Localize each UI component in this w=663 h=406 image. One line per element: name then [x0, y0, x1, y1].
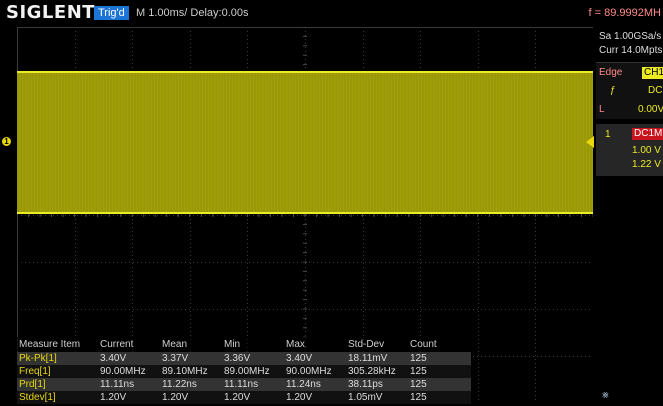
channel1-waveform: [17, 71, 593, 214]
measure-current: 90.00MHz: [100, 366, 146, 377]
measure-name: Pk-Pk[1]: [19, 353, 57, 364]
table-row: Prd[1] 11.11ns 11.22ns 11.11ns 11.24ns 3…: [17, 378, 471, 391]
measure-std-dev: 18.11mV: [348, 353, 388, 364]
measure-min: 1.20V: [224, 392, 251, 403]
measurement-table-header: Measure Item Current Mean Min Max Std-De…: [17, 337, 471, 352]
col-header-max: Max: [286, 339, 305, 350]
measure-current: 11.11ns: [100, 379, 135, 390]
measure-mean: 1.20V: [162, 392, 189, 403]
measure-mean: 11.22ns: [162, 379, 197, 390]
measure-current: 1.20V: [100, 392, 127, 403]
channel-number-label: 1: [605, 129, 611, 140]
col-header-min: Min: [224, 339, 241, 350]
trigger-status-badge[interactable]: Trig'd: [94, 6, 129, 20]
channel-coupling-badge: DC1M: [632, 128, 663, 140]
channel-scale-readout: 1.00 V: [632, 145, 661, 156]
table-row: Pk-Pk[1] 3.40V 3.37V 3.36V 3.40V 18.11mV…: [17, 352, 471, 365]
measure-count: 125: [410, 353, 427, 364]
channel-offset-readout: 1.22 V: [632, 159, 661, 170]
brand-logo: SIGLENT: [6, 2, 96, 23]
network-icon: ⨳: [602, 389, 609, 401]
measure-name: Stdev[1]: [19, 392, 56, 403]
frequency-counter-readout: f = 89.9992MH: [588, 7, 661, 19]
trigger-mode-label: L: [599, 104, 605, 115]
channel1-offset-marker-icon[interactable]: 1: [2, 137, 11, 146]
memory-depth-readout: Curr 14.0Mpts: [599, 45, 663, 56]
side-info-panel: Sa 1.00GSa/s Curr 14.0Mpts Edge CH1 ƒ DC…: [596, 26, 663, 406]
table-row: Stdev[1] 1.20V 1.20V 1.20V 1.20V 1.05mV …: [17, 391, 471, 404]
top-status-bar: SIGLENT Trig'd M 1.00ms/ Delay:0.00s f =…: [0, 0, 663, 26]
col-header-measure-item: Measure Item: [19, 339, 81, 350]
sample-rate-readout: Sa 1.00GSa/s: [599, 31, 662, 42]
trigger-coupling-label: DC: [648, 85, 663, 96]
table-row: Freq[1] 90.00MHz 89.10MHz 89.00MHz 90.00…: [17, 365, 471, 378]
measure-max: 1.20V: [286, 392, 313, 403]
col-header-mean: Mean: [162, 339, 188, 350]
trigger-settings-panel[interactable]: Edge CH1 ƒ DC L 0.00V: [596, 62, 663, 119]
measure-max: 90.00MHz: [286, 366, 332, 377]
measure-min: 89.00MHz: [224, 366, 270, 377]
timebase-readout[interactable]: M 1.00ms/ Delay:0.00s: [136, 7, 249, 19]
measure-std-dev: 38.11ps: [348, 379, 383, 390]
trigger-level-marker-icon[interactable]: [586, 136, 594, 148]
measure-min: 11.11ns: [224, 379, 259, 390]
measure-std-dev: 305.28kHz: [348, 366, 396, 377]
measure-count: 125: [410, 366, 427, 377]
measure-min: 3.36V: [224, 353, 251, 364]
col-header-current: Current: [100, 339, 134, 350]
measure-mean: 3.37V: [162, 353, 189, 364]
rising-edge-icon: ƒ: [610, 85, 616, 96]
trigger-level-readout: 0.00V: [638, 104, 663, 115]
measure-max: 11.24ns: [286, 379, 321, 390]
trigger-source-badge: CH1: [642, 67, 663, 79]
measure-count: 125: [410, 379, 427, 390]
col-header-std-dev: Std-Dev: [348, 339, 385, 350]
col-header-count: Count: [410, 339, 437, 350]
channel1-settings-panel[interactable]: 1 DC1M 1.00 V 1.22 V: [596, 124, 663, 176]
measure-mean: 89.10MHz: [162, 366, 208, 377]
trigger-type-label: Edge: [599, 67, 623, 78]
measure-name: Prd[1]: [19, 379, 46, 390]
measurement-table: Measure Item Current Mean Min Max Std-De…: [17, 337, 471, 406]
measure-name: Freq[1]: [19, 366, 51, 377]
measure-count: 125: [410, 392, 427, 403]
measure-max: 3.40V: [286, 353, 313, 364]
measure-current: 3.40V: [100, 353, 127, 364]
measure-std-dev: 1.05mV: [348, 392, 383, 403]
